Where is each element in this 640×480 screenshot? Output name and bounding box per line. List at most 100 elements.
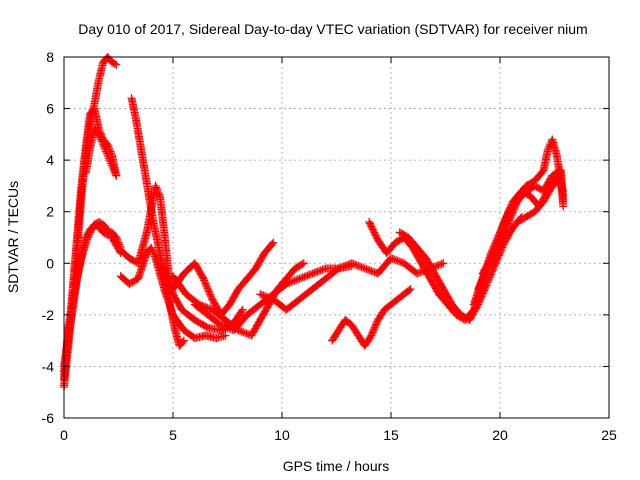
y-axis-label: SDTVAR / TECUs <box>5 181 21 293</box>
track-marker <box>355 262 364 271</box>
track-marker <box>102 147 111 156</box>
track-marker <box>147 245 156 254</box>
y-tick-label: 2 <box>46 204 54 220</box>
x-tick-label: 15 <box>383 427 399 443</box>
track-marker <box>83 233 92 242</box>
track-marker <box>364 265 373 274</box>
track-marker <box>437 259 446 268</box>
track-marker <box>357 263 366 272</box>
track-marker <box>367 267 376 276</box>
data-point <box>112 60 121 69</box>
track-marker <box>266 294 275 303</box>
track-marker <box>220 322 229 331</box>
track-marker <box>97 137 106 146</box>
track-marker <box>316 266 325 275</box>
track-marker <box>225 324 234 333</box>
x-axis-label: GPS time / hours <box>283 458 390 474</box>
y-tick-label: 8 <box>46 49 54 65</box>
track-marker <box>223 323 232 332</box>
track-marker <box>149 248 158 257</box>
track-marker <box>305 270 314 279</box>
track-marker <box>106 157 115 166</box>
data-point <box>347 259 356 268</box>
track-marker <box>257 290 266 299</box>
track-marker <box>100 144 109 153</box>
track-marker <box>259 291 268 300</box>
track-marker <box>150 250 159 259</box>
track-marker <box>318 265 327 274</box>
track-marker <box>98 138 107 147</box>
data-point <box>256 290 265 299</box>
track-marker <box>239 328 248 337</box>
track-marker <box>96 133 105 142</box>
x-tick-label: 0 <box>60 427 68 443</box>
track-marker <box>336 263 345 272</box>
track-marker <box>298 260 307 269</box>
track-marker <box>341 261 350 270</box>
track-marker <box>262 292 271 301</box>
data-point <box>179 336 188 345</box>
track-marker <box>297 274 306 283</box>
y-tick-label: 4 <box>46 152 54 168</box>
track-marker <box>240 328 249 337</box>
track-marker <box>303 271 312 280</box>
data-point <box>439 259 448 268</box>
track-marker <box>101 145 110 154</box>
track-marker <box>218 321 227 330</box>
track-marker <box>396 257 405 266</box>
data-point <box>543 145 552 154</box>
data-point <box>81 238 90 247</box>
track-marker <box>352 261 361 270</box>
track-marker <box>237 307 246 316</box>
axis-ticks: 0 5 10 15 20 25 -6 -4 -2 0 2 4 6 8 <box>42 49 617 443</box>
track-marker <box>154 188 163 197</box>
track-marker <box>390 255 399 264</box>
y-tick-label: -4 <box>42 358 55 374</box>
track-marker <box>97 135 106 144</box>
data-point <box>360 264 369 273</box>
data-point <box>107 161 116 170</box>
track-marker <box>544 144 553 153</box>
data-point <box>103 150 112 159</box>
track-marker <box>155 190 164 199</box>
track-marker <box>148 247 157 256</box>
track-marker <box>82 236 91 245</box>
data-point <box>387 254 395 263</box>
track-marker <box>153 185 162 194</box>
track-marker <box>292 276 301 285</box>
track-marker <box>313 267 322 276</box>
track-marker <box>109 164 118 173</box>
track-marker <box>306 270 315 279</box>
track-marker <box>300 272 309 281</box>
track-marker <box>310 268 319 277</box>
track-marker <box>107 159 116 168</box>
track-marker <box>395 257 404 266</box>
track-marker <box>311 268 320 277</box>
track-marker <box>153 187 162 196</box>
track-marker <box>237 327 246 336</box>
data-point <box>94 130 103 139</box>
track-marker <box>298 273 307 282</box>
track-marker <box>288 277 297 286</box>
track-marker <box>178 337 187 346</box>
data-point <box>413 269 422 278</box>
data-point <box>151 181 160 190</box>
y-tick-label: 6 <box>46 101 54 117</box>
track-marker <box>285 278 294 287</box>
x-tick-label: 20 <box>492 427 508 443</box>
track-marker <box>83 235 92 244</box>
track-marker <box>268 239 277 248</box>
track-marker <box>354 261 363 270</box>
y-tick-label: -2 <box>42 307 55 323</box>
data-point <box>299 259 308 268</box>
track-marker <box>351 260 360 269</box>
track-marker <box>414 268 423 277</box>
data-point <box>221 331 230 340</box>
track-marker <box>393 256 402 265</box>
track-marker <box>264 293 273 302</box>
track-marker <box>319 265 328 274</box>
track-marker <box>434 261 443 270</box>
data-point <box>216 321 225 330</box>
track-marker <box>111 169 120 178</box>
